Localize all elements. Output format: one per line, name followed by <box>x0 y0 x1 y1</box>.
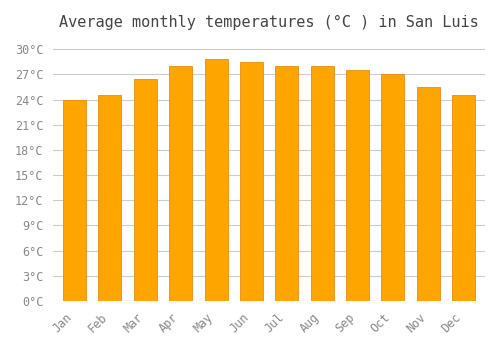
Bar <box>134 79 156 301</box>
Bar <box>98 96 122 301</box>
Bar <box>276 66 298 301</box>
Bar <box>310 66 334 301</box>
Bar <box>417 87 440 301</box>
Bar <box>452 96 475 301</box>
Bar <box>204 60 228 301</box>
Bar <box>346 70 369 301</box>
Bar <box>240 62 263 301</box>
Title: Average monthly temperatures (°C ) in San Luis: Average monthly temperatures (°C ) in Sa… <box>59 15 479 30</box>
Bar <box>63 100 86 301</box>
Bar <box>169 66 192 301</box>
Bar <box>382 75 404 301</box>
